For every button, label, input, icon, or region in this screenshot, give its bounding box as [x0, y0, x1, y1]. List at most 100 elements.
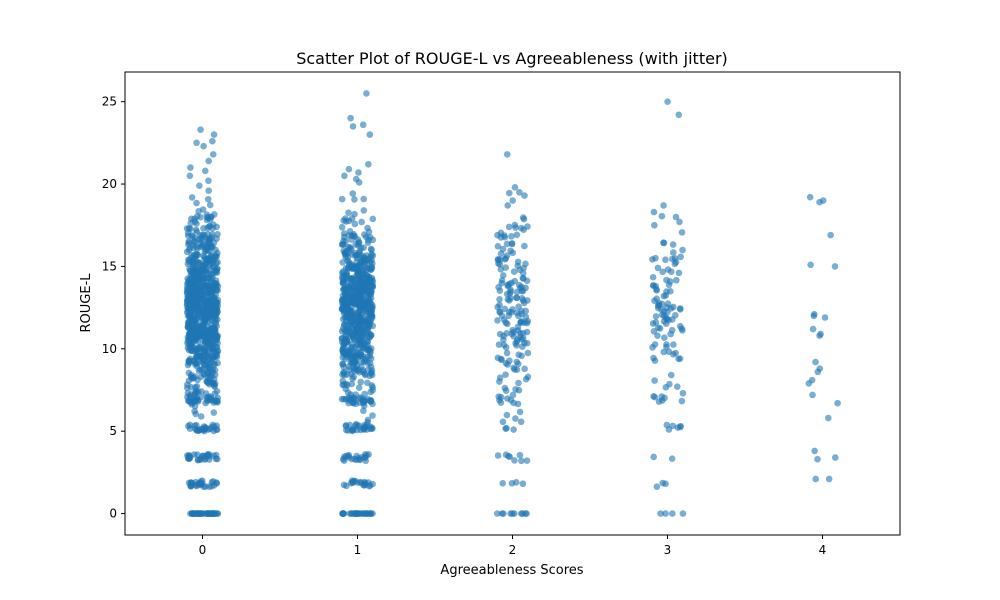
data-point — [188, 347, 195, 354]
data-point — [194, 388, 202, 396]
data-point — [521, 339, 528, 347]
data-point — [512, 224, 519, 231]
data-point — [516, 451, 524, 459]
data-point — [519, 480, 527, 488]
y-tick-label: 10 — [102, 342, 117, 356]
data-point — [358, 218, 365, 226]
data-point — [366, 265, 373, 272]
data-point — [809, 391, 816, 399]
data-point — [498, 312, 506, 320]
data-point — [365, 160, 372, 168]
data-point — [185, 454, 193, 461]
data-point — [340, 339, 348, 347]
data-point — [496, 260, 504, 268]
data-point — [367, 388, 374, 396]
data-point — [344, 257, 351, 264]
data-point — [669, 510, 676, 517]
data-point — [203, 369, 211, 376]
data-point — [355, 252, 363, 259]
data-point — [194, 268, 201, 275]
data-point — [347, 345, 355, 352]
data-point — [192, 335, 200, 342]
data-point — [658, 212, 666, 220]
data-point — [359, 287, 367, 295]
data-point — [211, 255, 219, 262]
data-point — [674, 424, 682, 431]
data-point — [360, 425, 368, 432]
data-point — [348, 274, 356, 282]
data-point — [340, 247, 347, 255]
data-point — [197, 343, 205, 350]
data-point — [197, 126, 204, 133]
data-point — [806, 193, 814, 201]
data-point — [365, 346, 373, 353]
data-point — [369, 425, 376, 432]
data-point — [512, 415, 519, 422]
data-point — [662, 256, 669, 264]
data-point — [513, 294, 521, 301]
data-point — [653, 287, 660, 294]
chart-title: Scatter Plot of ROUGE-L vs Agreeableness… — [296, 49, 728, 68]
data-point — [345, 209, 352, 217]
data-point — [191, 422, 199, 429]
data-point — [339, 276, 347, 283]
data-point — [518, 352, 525, 360]
data-point — [827, 231, 834, 239]
data-point — [199, 277, 206, 284]
data-point — [520, 215, 528, 223]
data-point — [343, 482, 350, 490]
data-point — [364, 510, 371, 517]
data-point — [355, 239, 363, 247]
data-point — [519, 274, 527, 282]
data-point — [360, 195, 367, 203]
data-point — [496, 296, 503, 303]
data-point — [831, 454, 839, 461]
data-point — [365, 236, 372, 244]
data-point — [650, 354, 657, 362]
data-point — [517, 330, 524, 337]
data-point — [193, 199, 200, 207]
data-point — [368, 250, 375, 258]
y-tick-label: 15 — [102, 259, 117, 273]
data-point — [196, 182, 203, 189]
data-point — [185, 256, 193, 264]
data-point — [507, 396, 515, 404]
data-point — [665, 281, 673, 289]
data-point — [831, 263, 839, 270]
data-point — [347, 114, 354, 122]
data-point — [188, 215, 195, 223]
data-point — [213, 350, 221, 358]
data-point — [498, 356, 505, 364]
points-layer — [183, 90, 841, 517]
data-point — [194, 251, 202, 259]
data-point — [501, 305, 509, 313]
data-point — [508, 279, 515, 287]
data-point — [834, 399, 841, 407]
data-point — [203, 302, 211, 310]
data-point — [511, 457, 518, 464]
data-point — [207, 510, 214, 517]
data-point — [506, 297, 513, 304]
data-point — [508, 330, 516, 338]
data-point — [649, 344, 656, 351]
data-point — [356, 272, 363, 280]
data-point — [364, 359, 371, 367]
data-point — [673, 276, 680, 284]
data-point — [195, 367, 203, 375]
data-point — [343, 301, 350, 309]
data-point — [502, 344, 510, 351]
data-point — [206, 363, 213, 370]
data-point — [344, 325, 352, 332]
data-point — [213, 426, 220, 433]
data-point — [199, 266, 207, 273]
data-point — [667, 268, 675, 276]
data-point — [660, 239, 668, 247]
data-point — [811, 447, 818, 455]
data-point — [508, 240, 516, 248]
data-point — [193, 228, 201, 236]
data-point — [502, 371, 509, 378]
data-point — [509, 197, 516, 204]
data-point — [351, 220, 359, 228]
data-point — [190, 307, 198, 315]
data-point — [679, 510, 687, 517]
